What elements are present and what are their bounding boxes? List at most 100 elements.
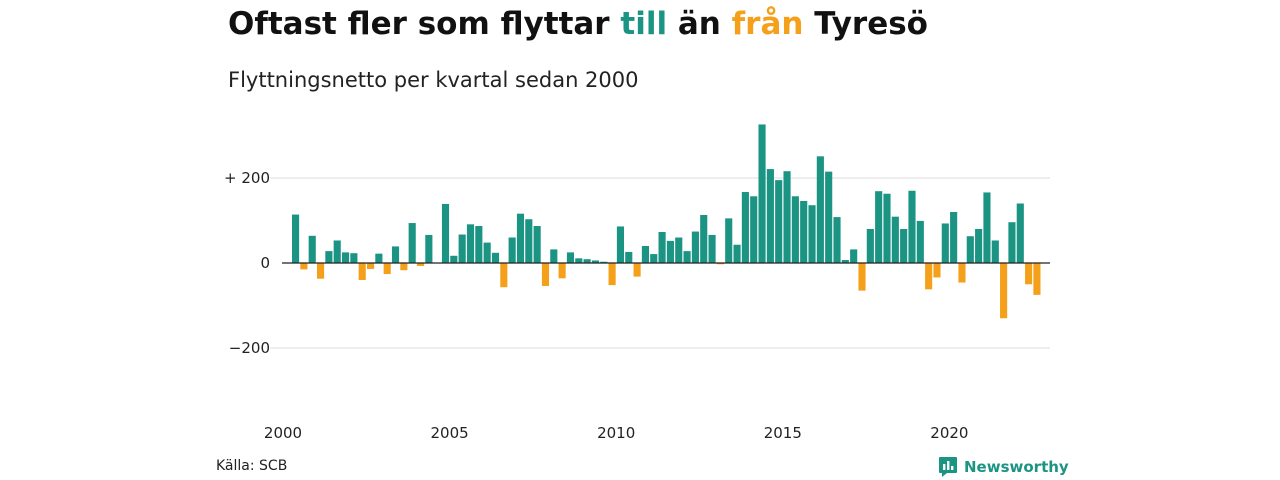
bar [641,246,649,263]
bar-layer [292,124,1041,319]
bar [566,252,575,264]
bar [683,251,691,263]
bar [475,226,483,264]
bar [1025,263,1033,285]
bar [550,249,558,263]
bar [600,261,608,263]
brand-logo: Newsworthy [938,456,1069,478]
bar [325,251,333,263]
bar [458,234,466,263]
bar [875,191,883,264]
bar [1008,222,1016,263]
bar [308,235,316,263]
bar [850,249,858,263]
bar [416,263,425,266]
bar [858,263,866,291]
bar [950,212,958,263]
bar [658,231,666,263]
bar [516,213,525,263]
bar [408,223,416,263]
bar [541,263,550,286]
x-tick-label: 2010 [597,424,635,442]
bar [500,263,508,288]
bar [633,263,641,277]
chart-title: Oftast fler som flyttar till än från Tyr… [228,6,928,42]
title-part-3: än [667,6,732,42]
bar [583,259,591,263]
bar [691,231,699,263]
bar [391,246,400,263]
bar [766,169,774,263]
bar [675,237,683,263]
bar [791,196,799,263]
title-part-5: Tyresö [803,6,928,42]
bar [741,192,749,263]
bar [866,229,874,263]
bar [716,263,724,265]
bar [708,234,716,263]
bar [450,255,458,263]
x-tick-label: 2000 [264,424,302,442]
bar [833,217,841,263]
bar [1033,263,1041,295]
y-tick-label: + 200 [224,169,270,187]
grid-layer [270,177,1050,349]
bar [575,258,583,263]
bar [425,234,433,263]
bar [808,205,816,263]
y-tick-label: 0 [260,254,270,272]
bar [316,263,325,279]
bar [750,196,758,263]
bar [292,214,300,263]
bar [358,263,366,280]
bar [775,180,783,264]
bar [925,263,933,290]
bar [491,252,500,263]
bar [625,251,633,263]
bar [908,190,916,263]
title-part-1: Oftast fler som flyttar [228,6,621,42]
bar [966,236,974,263]
bar [900,229,908,263]
source-note: Källa: SCB [216,458,288,474]
brand-name: Newsworthy [964,458,1069,476]
bar [700,214,708,263]
bar [1000,263,1008,319]
bar [341,252,350,264]
bar [525,219,533,263]
bar [441,203,450,263]
bar [558,263,566,279]
bar [975,229,983,263]
bar [733,244,741,263]
bar [533,226,541,264]
y-tick-label: −200 [229,339,270,357]
x-tick-label: 2015 [764,424,802,442]
title-part-till: till [620,6,668,42]
bar [483,242,491,263]
bar [666,240,674,263]
title-part-fran: från [731,6,804,42]
x-tick-label: 2020 [930,424,968,442]
bar [366,263,375,269]
chart-subtitle: Flyttningsnetto per kvartal sedan 2000 [228,68,639,92]
bar [891,216,899,263]
bar [608,263,616,286]
bar [508,237,516,263]
bar [916,220,924,263]
bar [333,240,341,263]
bar [383,263,391,275]
bar [400,263,408,271]
x-tick-label: 2005 [431,424,469,442]
bar-chart: + 200 0 −200 2000 2005 2010 2015 2020 [224,124,1050,442]
bar [466,224,475,263]
bar [616,226,624,263]
bar [825,171,833,264]
newsworthy-logo-icon [939,457,957,477]
bar [375,253,383,263]
bar [816,156,824,263]
bar [350,253,358,263]
bar [841,260,849,263]
bar [958,263,966,283]
bar [983,192,991,263]
bar [941,223,949,263]
